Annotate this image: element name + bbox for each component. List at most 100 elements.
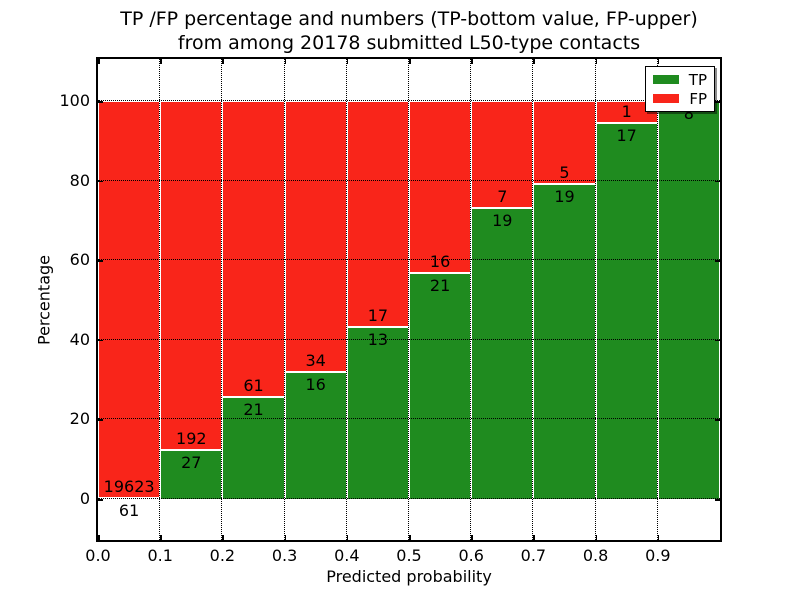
x-tick-mark — [346, 535, 349, 540]
bar-segment-fp-0 — [98, 101, 161, 498]
gridline-x-0.3 — [283, 59, 285, 540]
gridline-y-20 — [98, 418, 720, 420]
x-tick-mark — [284, 535, 287, 540]
x-axis-label: Predicted probability — [326, 567, 492, 586]
gridline-x-0.4 — [345, 59, 347, 540]
y-tick-label-40: 40 — [69, 329, 90, 349]
gridline-x-0.7 — [532, 59, 534, 540]
x-tick-label-0.5: 0.5 — [396, 546, 422, 565]
x-tick-mark-top — [222, 59, 224, 64]
legend-row-tp: TP — [653, 71, 707, 89]
tp-count-label-0: 61 — [118, 500, 140, 520]
x-tick-mark-top — [657, 59, 660, 64]
x-tick-label-0.8: 0.8 — [582, 546, 609, 565]
x-tick-mark — [471, 535, 473, 540]
legend-label-tp: TP — [688, 70, 707, 89]
fp-count-label-4: 17 — [367, 305, 389, 325]
y-tick-mark-right — [715, 339, 720, 342]
fp-count-label-6: 7 — [497, 187, 508, 207]
gridline-x-0.2 — [221, 59, 223, 540]
bar-segment-tp-6 — [471, 208, 534, 500]
bar-segment-fp-4 — [346, 101, 409, 327]
x-tick-label-0.0: 0.0 — [85, 546, 111, 565]
fp-count-label-5: 16 — [429, 252, 451, 272]
gridline-y-100 — [98, 100, 720, 102]
x-tick-mark — [595, 535, 598, 540]
bar-segment-tp-1 — [160, 449, 223, 500]
tp-count-label-4: 13 — [367, 329, 389, 349]
y-tick-label-60: 60 — [69, 250, 90, 270]
x-tick-mark-top — [160, 59, 162, 64]
bar-segment-tp-7 — [533, 184, 596, 499]
tp-swatch-icon — [653, 75, 679, 84]
y-tick-label-80: 80 — [69, 170, 90, 190]
bar-segment-tp-5 — [409, 273, 472, 499]
chart-title-line-1: TP /FP percentage and numbers (TP-bottom… — [120, 8, 698, 30]
gridline-y-80 — [98, 179, 720, 181]
x-tick-label-0.4: 0.4 — [334, 546, 360, 565]
bar-segment-tp-8 — [595, 123, 658, 499]
x-tick-mark — [160, 535, 162, 540]
y-tick-mark-right — [715, 260, 720, 262]
x-tick-mark-top — [533, 59, 535, 64]
y-tick-mark-right — [715, 499, 720, 501]
fp-count-label-1: 192 — [176, 428, 207, 448]
y-tick-label-20: 20 — [69, 409, 90, 429]
x-tick-mark-top — [98, 59, 100, 64]
x-tick-mark-top — [284, 59, 287, 64]
y-tick-mark — [98, 260, 103, 262]
legend-row-fp: FP — [653, 90, 707, 108]
y-tick-mark-right — [715, 180, 720, 183]
bar-segment-fp-1 — [160, 101, 223, 450]
gridline-x-0.6 — [470, 59, 472, 540]
x-tick-label-0.7: 0.7 — [520, 546, 547, 565]
y-tick-mark — [98, 180, 103, 183]
tp-count-label-1: 27 — [181, 452, 202, 472]
x-tick-mark — [409, 535, 411, 540]
y-tick-label-100: 100 — [59, 91, 90, 111]
fp-count-label-3: 34 — [305, 350, 326, 370]
bar-segment-tp-9 — [657, 101, 720, 500]
fp-count-label-2: 61 — [243, 376, 264, 396]
fp-swatch-icon — [653, 94, 679, 103]
y-tick-mark — [98, 419, 103, 421]
fp-count-label-7: 5 — [559, 163, 570, 183]
y-tick-mark-right — [715, 419, 720, 421]
tp-count-label-8: 17 — [616, 126, 637, 146]
x-tick-mark — [98, 535, 100, 540]
plot-area: 196236119227612134161713162171951911708 — [96, 57, 722, 542]
tp-count-label-2: 21 — [243, 400, 264, 420]
tp-count-label-7: 19 — [554, 187, 575, 207]
y-tick-mark-right — [715, 101, 720, 103]
x-tick-mark — [657, 535, 660, 540]
fp-count-label-8: 1 — [621, 102, 632, 122]
x-tick-label-0.2: 0.2 — [209, 546, 236, 565]
x-tick-mark — [222, 535, 224, 540]
x-tick-label-0.1: 0.1 — [147, 546, 173, 565]
x-tick-mark-top — [471, 59, 473, 64]
gridline-y-0 — [98, 498, 720, 500]
x-tick-label-0.6: 0.6 — [458, 546, 484, 565]
legend-label-fp: FP — [689, 89, 707, 108]
x-tick-mark-top — [595, 59, 598, 64]
gridline-x-0.9 — [656, 59, 658, 540]
bar-segment-fp-5 — [409, 101, 472, 274]
legend: TP FP — [645, 66, 715, 112]
y-tick-mark — [98, 101, 103, 103]
fp-count-label-0: 19623 — [103, 476, 155, 496]
bar-segment-fp-2 — [222, 101, 285, 398]
x-tick-mark-top — [346, 59, 349, 64]
bar-segment-fp-7 — [533, 101, 596, 185]
gridline-x-0.1 — [159, 59, 161, 540]
gridline-y-60 — [98, 259, 720, 261]
x-tick-label-0.9: 0.9 — [645, 546, 671, 565]
x-tick-mark-top — [409, 59, 411, 64]
gridline-x-0.8 — [594, 59, 596, 540]
x-tick-mark — [533, 535, 535, 540]
tp-count-label-9: 8 — [683, 104, 694, 124]
bar-segment-tp-4 — [346, 326, 409, 499]
y-tick-label-0: 0 — [79, 489, 90, 509]
x-tick-label-0.3: 0.3 — [271, 546, 298, 565]
tp-count-label-6: 19 — [492, 211, 513, 231]
